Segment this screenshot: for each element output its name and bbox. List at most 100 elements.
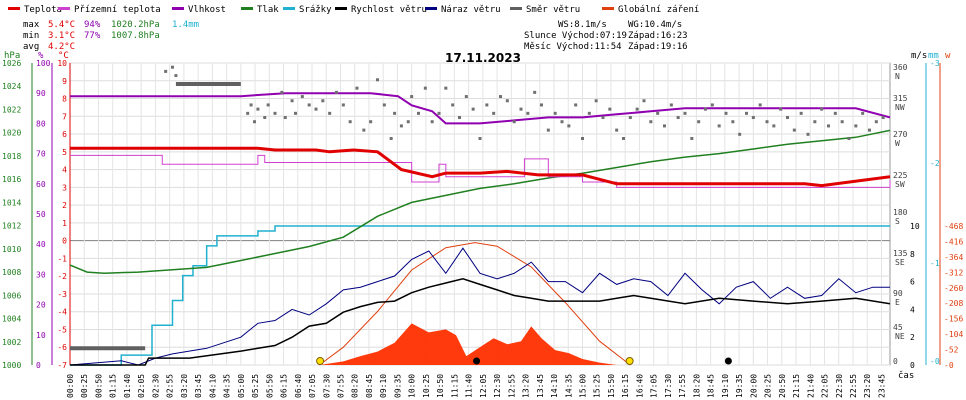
series-wind-dir-point bbox=[280, 90, 284, 94]
info-ws: WS:8.1m/s bbox=[558, 20, 607, 30]
tick-time: 10:25 bbox=[422, 374, 431, 398]
series-wind-dir-point bbox=[649, 120, 653, 124]
series-wind-dir-point bbox=[369, 120, 373, 124]
series-wind-dir-point bbox=[423, 86, 427, 90]
tick-time: 18:45 bbox=[707, 374, 716, 398]
tick-degc: 6 bbox=[62, 130, 67, 139]
tick-pct: 20 bbox=[36, 301, 46, 310]
tick-hpa: 1014 bbox=[2, 198, 21, 207]
series-wind-dir-point bbox=[799, 111, 803, 115]
tick-time: 14:35 bbox=[564, 374, 573, 398]
tick-time: 07:05 bbox=[308, 374, 317, 398]
series-wind-dir-point bbox=[546, 128, 550, 132]
series-wind-dir-point bbox=[635, 107, 639, 111]
series-wind-dir-point bbox=[710, 103, 714, 107]
series-wind-dir-point bbox=[697, 120, 701, 124]
series-wind-dir-point bbox=[717, 124, 721, 128]
info-moon-rise: Měsíc Východ:11:54 bbox=[524, 42, 622, 52]
tick-time: 20:00 bbox=[749, 374, 758, 398]
tick-time: 05:00 bbox=[237, 374, 246, 398]
tick-degc: 1 bbox=[62, 219, 67, 228]
stats-min-press: 1007.8hPa bbox=[111, 31, 160, 41]
legend-swatch-srazky bbox=[283, 7, 295, 10]
info-wg: WG:10.4m/s bbox=[628, 20, 682, 30]
stats-max-press: 1020.2hPa bbox=[111, 20, 160, 30]
series-temperature bbox=[70, 146, 891, 188]
legend-label-pocitova: Přízemní teplota bbox=[74, 5, 161, 15]
tick-time: 06:15 bbox=[280, 374, 289, 398]
tick-degc: -5 bbox=[57, 325, 67, 334]
tick-wind: 8 bbox=[910, 250, 915, 259]
series-wind-dir-point bbox=[417, 111, 420, 115]
tick-time: 23:45 bbox=[877, 374, 886, 398]
series-wind-dir-point bbox=[765, 120, 769, 124]
legend-swatch-vlhkost bbox=[172, 7, 184, 10]
tick-rad: -208 bbox=[944, 299, 963, 308]
series-wind-dir-point bbox=[399, 124, 403, 128]
series-wind-dir-point bbox=[321, 99, 325, 103]
series-wind-dir-point bbox=[540, 103, 543, 107]
series-wind-dir-point bbox=[813, 120, 817, 124]
tick-dir-label: N bbox=[895, 72, 900, 81]
tick-rad: -104 bbox=[944, 330, 963, 339]
series-wind-dir-point bbox=[690, 137, 694, 140]
tick-pct: 10 bbox=[36, 331, 46, 340]
series-wind-dir-point bbox=[290, 99, 294, 103]
info-sun-rise: Slunce Východ:07:19 bbox=[524, 31, 627, 41]
legend-label-teplota: Teplota bbox=[24, 5, 62, 15]
tick-degc: -6 bbox=[57, 343, 67, 352]
tick-dir-label: W bbox=[895, 139, 900, 148]
tick-rad: -364 bbox=[944, 253, 963, 262]
series-wind-dir-point bbox=[512, 120, 516, 124]
legend-label-naraz: Náraz větru bbox=[441, 5, 501, 15]
tick-time: 05:25 bbox=[251, 374, 260, 398]
tick-time: 02:05 bbox=[137, 374, 146, 398]
series-wind-dir-point bbox=[355, 86, 359, 90]
tick-rad: -260 bbox=[944, 284, 963, 293]
tick-hpa: 1024 bbox=[2, 82, 21, 91]
tick-time: 11:15 bbox=[450, 374, 459, 398]
series-wind-dir-point bbox=[594, 99, 598, 103]
tick-time: 22:30 bbox=[835, 374, 844, 398]
series-radiation-theoretical bbox=[319, 242, 631, 366]
stats-min-label: min bbox=[23, 31, 39, 41]
tick-dir-deg: 0 bbox=[893, 357, 898, 366]
series-wind-dir-point bbox=[574, 103, 578, 107]
sunset-marker bbox=[625, 357, 634, 365]
tick-time: 17:30 bbox=[664, 374, 673, 398]
tick-rad: -312 bbox=[944, 268, 963, 277]
tick-pct: 0 bbox=[36, 361, 41, 370]
tick-pct: 70 bbox=[36, 150, 46, 159]
series-wind-dir-point bbox=[642, 99, 646, 103]
series-wind-dir-point bbox=[335, 90, 338, 94]
tick-time: 09:35 bbox=[393, 374, 402, 398]
tick-degc: 7 bbox=[62, 112, 67, 121]
tick-degc: 0 bbox=[62, 237, 67, 246]
tick-time: 09:10 bbox=[379, 374, 388, 398]
series-wind-dir-point bbox=[253, 120, 256, 124]
tick-dir-label: SW bbox=[895, 180, 905, 189]
series-pressure bbox=[69, 129, 891, 274]
stats-max-rain: 1.4mm bbox=[172, 20, 199, 30]
series-wind-dir-point bbox=[840, 120, 844, 124]
series-wind-dir-point bbox=[294, 111, 297, 115]
tick-dir-deg: 225 bbox=[893, 171, 908, 180]
series-wind-dir-point bbox=[362, 128, 366, 132]
series-wind-dir-point bbox=[724, 111, 728, 115]
series-wind-dir-point bbox=[772, 124, 776, 128]
tick-hpa: 1020 bbox=[2, 129, 21, 138]
stats-min-temp: 3.1°C bbox=[48, 31, 75, 41]
series-wind-gust bbox=[69, 247, 890, 366]
tick-hpa: 1016 bbox=[2, 175, 21, 184]
tick-time: 03:45 bbox=[194, 374, 203, 398]
info-sun-set: Západ:16:23 bbox=[628, 31, 688, 41]
tick-dir-deg: 180 bbox=[893, 208, 908, 217]
series-wind-dir-point bbox=[738, 132, 742, 136]
tick-dir-label: NW bbox=[895, 103, 905, 112]
series-wind-dir-point bbox=[249, 103, 253, 107]
info-moon-set: Západ:19:16 bbox=[628, 42, 688, 52]
x-axis: 00:00 00:25 00:50 01:15 01:40 02:05 02:30 02:55… bbox=[66, 374, 886, 398]
series-wind-dir-point bbox=[430, 120, 434, 124]
tick-time: 03:20 bbox=[180, 374, 189, 398]
